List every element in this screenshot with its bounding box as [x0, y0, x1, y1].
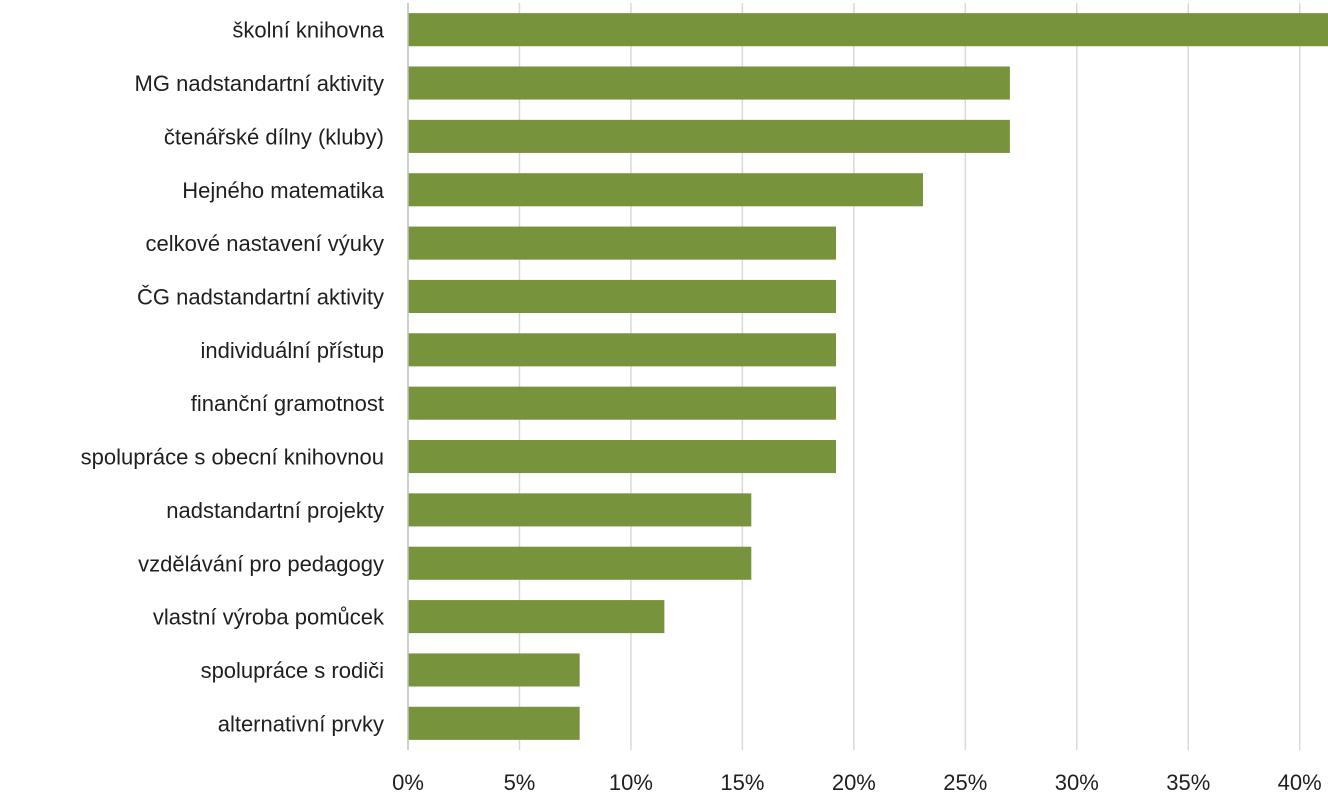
bar: [408, 333, 837, 367]
bar: [408, 546, 752, 580]
bar: [408, 173, 923, 207]
category-label: celkové nastavení výuky: [146, 231, 384, 256]
x-tick-label: 30%: [1055, 770, 1099, 795]
bar: [408, 439, 837, 474]
bar: [408, 279, 837, 314]
bars: [408, 13, 1328, 740]
bar: [408, 493, 752, 527]
x-tick-label: 35%: [1166, 770, 1210, 795]
x-tick-label: 5%: [504, 770, 536, 795]
bar: [408, 226, 837, 260]
category-label: nadstandartní projekty: [166, 498, 384, 523]
category-label: ČG nadstandartní aktivity: [137, 284, 384, 309]
category-label: vzdělávání pro pedagogy: [138, 551, 384, 576]
x-tick-label: 40%: [1278, 770, 1322, 795]
x-tick-label: 25%: [943, 770, 987, 795]
category-label: alternativní prvky: [218, 711, 384, 736]
x-tick-label: 15%: [720, 770, 764, 795]
x-tick-label: 10%: [609, 770, 653, 795]
x-tick-label: 0%: [392, 770, 424, 795]
bar: [408, 66, 1010, 100]
gridlines: [518, 3, 1301, 750]
bar: [408, 600, 665, 634]
x-axis-ticks: 0% 5% 10% 15% 20% 25% 30% 35% 40%: [392, 770, 1322, 795]
x-tick-label: 20%: [832, 770, 876, 795]
bar: [408, 386, 837, 420]
category-labels: školní knihovna MG nadstandartní aktivity…: [81, 18, 385, 737]
category-label: spolupráce s rodiči: [201, 658, 384, 683]
bar: [408, 119, 1010, 153]
bar: [408, 653, 580, 687]
category-label: čtenářské dílny (kluby): [164, 124, 384, 149]
category-label: individuální přístup: [201, 338, 384, 363]
category-label: MG nadstandartní aktivity: [135, 71, 384, 96]
category-label: Hejného matematika: [182, 178, 385, 203]
bar: [408, 13, 1328, 47]
category-label: finanční gramotnost: [191, 391, 384, 416]
bar: [408, 706, 580, 740]
category-label: vlastní výroba pomůcek: [153, 605, 385, 630]
category-label: spolupráce s obecní knihovnou: [81, 445, 384, 470]
category-label: školní knihovna: [232, 18, 384, 43]
